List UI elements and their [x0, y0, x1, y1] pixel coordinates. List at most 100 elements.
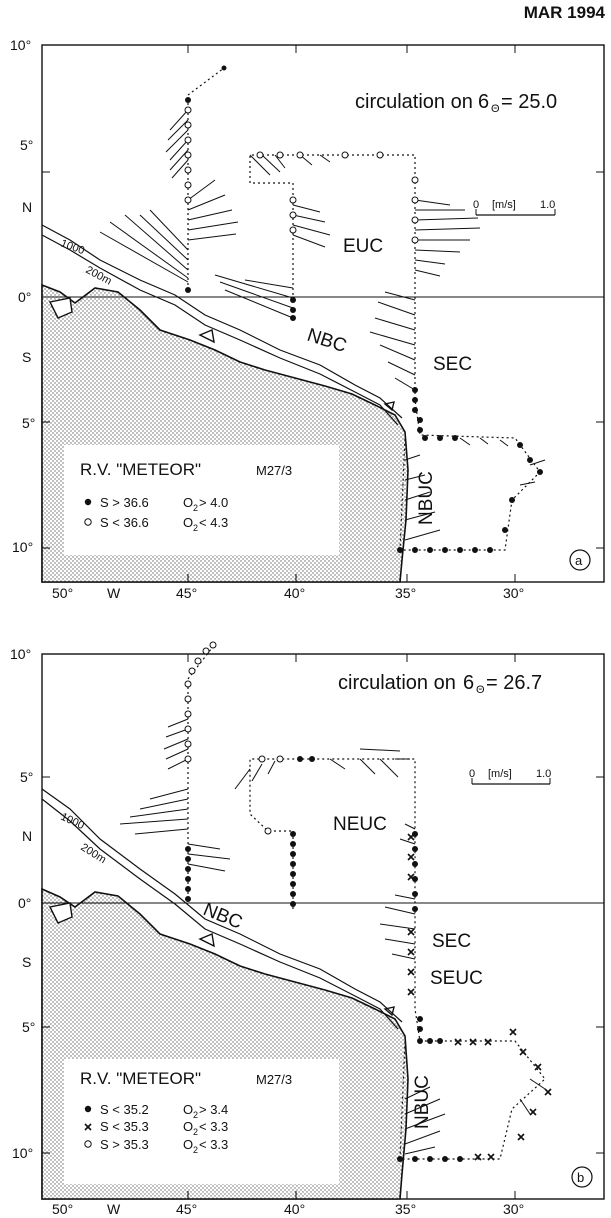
current-label-sec: SEC	[432, 931, 471, 952]
legend-vessel: R.V. "METEOR"	[80, 1069, 201, 1088]
ship-track	[187, 67, 541, 551]
sigma-subscript: Θ	[476, 684, 485, 696]
lat-label: S	[22, 349, 31, 365]
current-label-seuc: SEUC	[430, 968, 483, 989]
legend-oxygen-value: < 3.3	[199, 1137, 228, 1152]
lat-label: 0°	[18, 289, 31, 305]
lat-label: 5°	[22, 415, 35, 431]
longitude-labels: 50° W 45° 40° 35° 30°	[52, 585, 524, 600]
lon-label: 50°	[52, 585, 73, 600]
isobath-1000	[41, 788, 403, 1023]
isobath-200	[41, 798, 399, 1030]
lat-label: N	[22, 828, 32, 844]
lat-label: 0°	[18, 895, 31, 911]
lat-label: 10°	[12, 539, 33, 555]
title-text: circulation on	[338, 672, 456, 694]
lat-label: N	[22, 199, 32, 215]
panel-label-circle	[571, 1166, 593, 1188]
coast-islands	[48, 297, 395, 412]
legend-salinity: S < 36.6	[100, 515, 149, 530]
legend-oxygen-value: < 3.3	[199, 1119, 228, 1134]
scale-zero: 0	[469, 768, 475, 780]
lon-label: W	[107, 1201, 121, 1217]
stations-cross	[407, 833, 552, 1161]
scale-max: 1.0	[536, 768, 551, 780]
lon-label: W	[107, 585, 121, 600]
legend-oxygen: O	[183, 1102, 193, 1117]
legend-symbol-filled	[84, 498, 92, 506]
lat-label: 5°	[20, 769, 33, 785]
current-label-sec: SEC	[433, 354, 472, 375]
scale-unit: [m/s]	[492, 199, 516, 211]
legend-symbol-open	[84, 518, 92, 526]
legend-oxygen: O	[183, 1137, 193, 1152]
velocity-scale-bar: 0 [m/s] 1.0	[473, 199, 556, 216]
lon-label: 45°	[176, 1201, 197, 1217]
lon-label: 40°	[284, 1201, 305, 1217]
panel-label-circle	[569, 549, 591, 571]
legend-oxygen-value: > 4.0	[199, 495, 228, 510]
legend-symbol-open	[84, 1140, 92, 1148]
isobath-1000	[41, 224, 403, 419]
lon-label: 50°	[52, 1201, 73, 1217]
isobath-label-1000: 1000	[59, 238, 86, 258]
map-panel-b: 1000 200m	[10, 641, 605, 1217]
lon-label: 40°	[284, 585, 305, 600]
velocity-vectors	[99, 109, 546, 541]
latitude-labels: 10° 5° N 0° S 5° 10°	[10, 37, 35, 555]
legend-oxygen-sub: 2	[193, 523, 198, 533]
longitude-labels: 50° W 45° 40° 35° 30°	[52, 1201, 524, 1217]
panel-label: b	[577, 1170, 584, 1185]
sigma-value: = 26.7	[486, 672, 542, 694]
velocity-scale-bar: 0 [m/s] 1.0	[469, 768, 551, 785]
lon-label: 30°	[503, 1201, 524, 1217]
legend-symbol-filled	[84, 1105, 92, 1113]
latitude-labels: 10° 5° N 0° S 5° 10°	[10, 646, 35, 1161]
scale-max: 1.0	[540, 199, 555, 211]
sigma-value: = 25.0	[501, 91, 557, 113]
lat-label: 10°	[10, 37, 31, 53]
lat-label: 10°	[12, 1145, 33, 1161]
sigma-symbol: 6	[463, 672, 474, 694]
legend-oxygen: O	[183, 1119, 193, 1134]
density-title: circulation on 6 Θ = 26.7	[338, 672, 542, 696]
frame-ticks	[42, 654, 604, 1199]
legend-salinity: S > 36.6	[100, 495, 149, 510]
current-label-neuc: NEUC	[333, 814, 387, 835]
legend-vessel: R.V. "METEOR"	[80, 460, 201, 479]
legend-cruise: M27/3	[256, 463, 292, 478]
lat-label: 5°	[20, 137, 33, 153]
legend-oxygen-sub: 2	[193, 1145, 198, 1155]
density-title: circulation on 6 Θ = 25.0	[355, 91, 557, 115]
map-panel-a: 1000 200m	[10, 37, 605, 600]
legend-oxygen-sub: 2	[193, 1110, 198, 1120]
legend-box: R.V. "METEOR" M27/3 S > 36.6 O 2 > 4.0 S…	[64, 445, 339, 555]
stations-filled	[185, 756, 463, 1162]
isobath-200	[41, 234, 399, 426]
legend-box: R.V. "METEOR" M27/3 S < 35.2 O 2 > 3.4 S…	[64, 1059, 339, 1184]
stations-open	[184, 106, 419, 244]
lon-label: 45°	[176, 585, 197, 600]
legend-oxygen: O	[183, 495, 193, 510]
scale-zero: 0	[473, 199, 479, 211]
scale-unit: [m/s]	[488, 768, 512, 780]
legend-salinity: S > 35.3	[100, 1137, 149, 1152]
panel-label: a	[575, 553, 583, 568]
legend-oxygen-sub: 2	[193, 503, 198, 513]
legend-oxygen-sub: 2	[193, 1127, 198, 1137]
current-label-nbc: NBC	[304, 325, 349, 357]
legend-oxygen: O	[183, 515, 193, 530]
legend-oxygen-value: < 4.3	[199, 515, 228, 530]
lon-label: 30°	[503, 585, 524, 600]
lat-label: 10°	[10, 646, 31, 662]
sigma-subscript: Θ	[491, 103, 500, 115]
date-label: MAR 1994	[523, 3, 605, 22]
lon-label: 35°	[395, 1201, 416, 1217]
frame-ticks	[42, 45, 604, 582]
current-label-nbuc: NBUC	[412, 1075, 433, 1129]
current-label-euc: EUC	[343, 236, 383, 257]
legend-salinity: S < 35.3	[100, 1119, 149, 1134]
isobath-label-200: 200m	[78, 841, 108, 866]
coast-islands	[48, 902, 395, 1017]
current-label-nbuc: NBUC	[416, 471, 437, 525]
